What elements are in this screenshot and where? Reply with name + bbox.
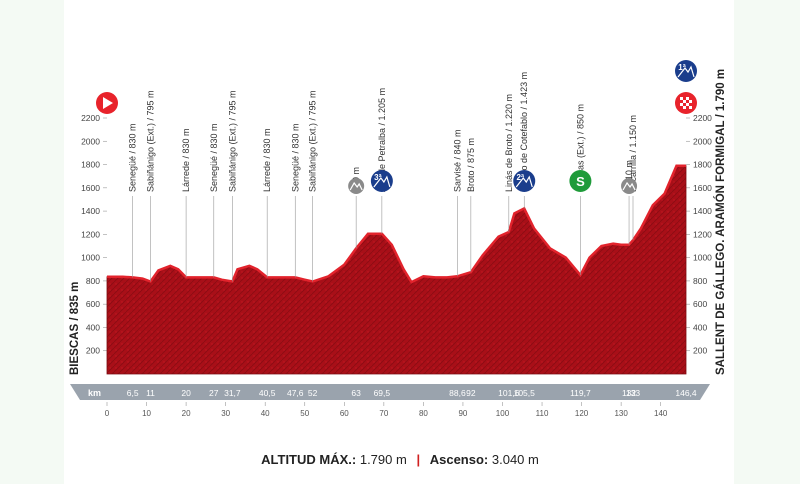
- y-tick-label-left: 1200: [81, 229, 100, 239]
- x-tick-label: 120: [575, 409, 589, 418]
- y-tick-label-right: 1200: [693, 229, 712, 239]
- climb-category-label: 1ª: [678, 63, 685, 72]
- climb-category-label: 3ª: [374, 173, 381, 182]
- annotation-label: Puerto de Cotefablo / 1.423 m: [519, 72, 529, 192]
- y-tick-label-left: 400: [86, 322, 100, 332]
- y-tick-label-right: 2200: [693, 113, 712, 123]
- km-mark-label: 63: [351, 388, 361, 398]
- km-mark-label: 132: [622, 388, 636, 398]
- annotation-label: Broto / 875 m: [466, 138, 476, 192]
- climb-1st-category-icon: 1ª: [675, 60, 697, 82]
- x-tick-label: 70: [379, 409, 388, 418]
- annotation-label: Sabiñánigo (Ext.) / 795 m: [227, 90, 237, 192]
- y-tick-label-right: 1400: [693, 206, 712, 216]
- climb-3rd-category-icon: 3ª: [370, 170, 393, 192]
- km-mark-label: 119,7: [570, 388, 591, 398]
- climb-2nd-category-icon: 2ª: [513, 170, 536, 192]
- intermediate-point-icon: [621, 178, 638, 194]
- annotation-label: Sarvisé / 840 m: [452, 129, 462, 192]
- annotation-label: Sabiñánigo (Ext.) / 795 m: [146, 90, 156, 192]
- intermediate-point-icon: [348, 178, 365, 194]
- km-mark-label: 133: [626, 388, 640, 398]
- y-tick-label-right: 1000: [693, 253, 712, 263]
- max-altitude-value: 1.790 m: [359, 452, 407, 467]
- x-tick-label: 90: [458, 409, 467, 418]
- y-tick-label-left: 1800: [81, 160, 100, 170]
- annotation-label: Senegüé / 830 m: [290, 123, 300, 192]
- right-margin: [734, 0, 800, 484]
- x-tick-label: 130: [614, 409, 628, 418]
- km-band-label: km: [88, 388, 101, 398]
- km-mark-label: 69,5: [374, 388, 391, 398]
- y-tick-label-right: 1800: [693, 160, 712, 170]
- ascent-value: 3.040 m: [491, 452, 539, 467]
- x-tick-label: 10: [142, 409, 151, 418]
- km-mark-label: 47,6: [287, 388, 304, 398]
- sprint-label: S: [576, 174, 585, 189]
- km-mark-label: 40,5: [259, 388, 276, 398]
- y-tick-label-left: 2000: [81, 136, 100, 146]
- climb-category-label: 2ª: [517, 173, 524, 182]
- annotation-label: Escarrilla / 1.150 m: [628, 115, 638, 192]
- km-mark-label: 92: [466, 388, 476, 398]
- annotation-label: 1.110 m: [624, 160, 634, 192]
- y-tick-label-left: 600: [86, 299, 100, 309]
- x-tick-label: 20: [182, 409, 191, 418]
- x-tick-label: 30: [221, 409, 230, 418]
- km-mark-label: 101,6: [498, 388, 520, 398]
- finish-location-label: SALLENT DE GÁLLEGO. ARAMÓN FORMIGAL / 1.…: [714, 69, 727, 375]
- y-tick-label-right: 600: [693, 299, 707, 309]
- km-mark-label: 27: [209, 388, 219, 398]
- km-mark-label: 20: [181, 388, 191, 398]
- annotation-label: Linás de Broto / 1.220 m: [504, 94, 514, 192]
- y-tick-label-right: 1600: [693, 183, 712, 193]
- left-margin: [0, 0, 64, 484]
- y-tick-label-left: 1400: [81, 206, 100, 216]
- max-altitude-label: ALTITUD MÁX.:: [261, 452, 357, 467]
- y-tick-label-right: 800: [693, 276, 707, 286]
- x-tick-label: 40: [261, 409, 270, 418]
- y-tick-label-left: 1600: [81, 183, 100, 193]
- km-mark-label: 11: [146, 388, 155, 398]
- start-location-label: BIESCAS / 835 m: [69, 282, 81, 375]
- x-tick-label: 80: [419, 409, 428, 418]
- km-mark-label: 146,4: [675, 388, 697, 398]
- x-tick-label: 60: [340, 409, 349, 418]
- annotation-label: Sabiñánigo (Ext.) / 795 m: [308, 90, 318, 192]
- km-mark-label: 88,6: [449, 388, 466, 398]
- km-mark-label: 52: [308, 388, 318, 398]
- chart-panel: [64, 16, 734, 450]
- km-mark-label: 105,5: [514, 388, 536, 398]
- y-tick-label-left: 200: [86, 346, 100, 356]
- x-tick-label: 110: [536, 409, 549, 418]
- finish-flag-icon: [675, 92, 697, 114]
- annotation-label: Lárrede / 830 m: [262, 128, 272, 192]
- y-tick-label-right: 2000: [693, 136, 712, 146]
- sprint-icon: S: [569, 170, 592, 192]
- y-tick-label-left: 2200: [81, 113, 100, 123]
- ascent-label: Ascenso:: [429, 452, 489, 467]
- annotation-label: Biescas (Ext.) / 850 m: [575, 104, 585, 192]
- x-tick-label: 100: [496, 409, 510, 418]
- y-tick-label-right: 400: [693, 322, 707, 332]
- km-band: [70, 384, 710, 400]
- annotation-label: Alto de Petralba / 1.205 m: [377, 88, 387, 192]
- x-tick-label: 0: [105, 409, 110, 418]
- y-tick-label-left: 800: [86, 276, 100, 286]
- y-tick-label-right: 200: [693, 346, 707, 356]
- km-mark-label: 31,7: [224, 388, 241, 398]
- km-mark-label: 6,5: [127, 388, 139, 398]
- elevation-profile-ridge: [107, 164, 686, 284]
- annotation-label: Senegüé / 830 m: [209, 123, 219, 192]
- x-tick-label: 140: [654, 409, 668, 418]
- elevation-profile-area: [106, 165, 687, 375]
- annotation-label: Lárrede / 830 m: [181, 128, 191, 192]
- footer-separator: |: [416, 452, 421, 467]
- summary-footer: ALTITUD MÁX.: 1.790 m | Ascenso: 3.040 m: [0, 452, 800, 467]
- annotation-label: Senegüé / 830 m: [128, 123, 138, 192]
- x-tick-label: 50: [300, 409, 309, 418]
- y-tick-label-left: 1000: [81, 253, 100, 263]
- start-icon: [96, 92, 118, 114]
